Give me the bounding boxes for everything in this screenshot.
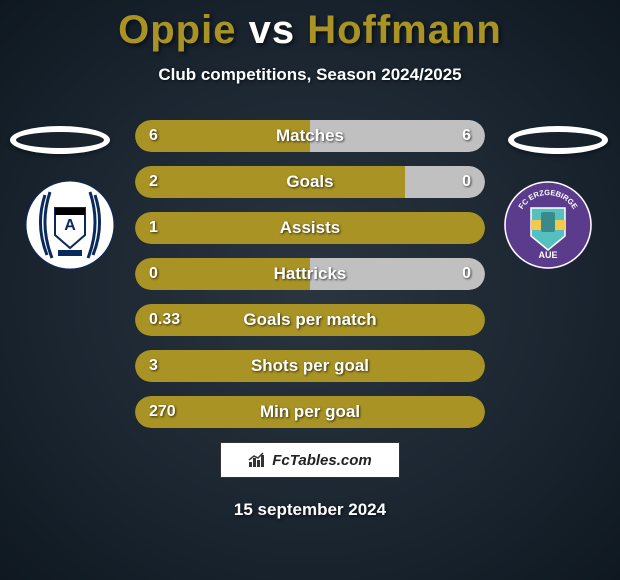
brand-logo[interactable]: FcTables.com xyxy=(220,442,400,478)
player1-placeholder-ellipse xyxy=(10,126,110,154)
team2-badge: FC ERZGEBIRGE AUE xyxy=(503,180,593,270)
team1-badge: A xyxy=(25,180,115,270)
stat-row: 66Matches xyxy=(135,120,485,152)
stat-label: Assists xyxy=(135,212,485,244)
svg-text:A: A xyxy=(64,217,76,234)
stat-row: 3Shots per goal xyxy=(135,350,485,382)
player2-name: Hoffmann xyxy=(307,8,502,52)
footer-date: 15 september 2024 xyxy=(0,500,620,520)
stat-label: Hattricks xyxy=(135,258,485,290)
stat-label: Min per goal xyxy=(135,396,485,428)
brand-text: FcTables.com xyxy=(272,452,371,469)
stat-row: 20Goals xyxy=(135,166,485,198)
stat-row: 1Assists xyxy=(135,212,485,244)
comparison-title: Oppie vs Hoffmann xyxy=(0,0,620,53)
stat-row: 270Min per goal xyxy=(135,396,485,428)
svg-text:AUE: AUE xyxy=(538,250,557,260)
stat-row: 00Hattricks xyxy=(135,258,485,290)
season-subtitle: Club competitions, Season 2024/2025 xyxy=(0,65,620,85)
stat-label: Goals xyxy=(135,166,485,198)
player2-placeholder-ellipse xyxy=(508,126,608,154)
stats-container: 66Matches 20Goals 1Assists 00Hattricks 0.33G… xyxy=(135,120,485,442)
stat-label: Goals per match xyxy=(135,304,485,336)
vs-text: vs xyxy=(249,8,296,52)
chart-icon xyxy=(248,452,268,468)
player1-name: Oppie xyxy=(118,8,236,52)
stat-row: 0.33Goals per match xyxy=(135,304,485,336)
stat-label: Matches xyxy=(135,120,485,152)
stat-label: Shots per goal xyxy=(135,350,485,382)
